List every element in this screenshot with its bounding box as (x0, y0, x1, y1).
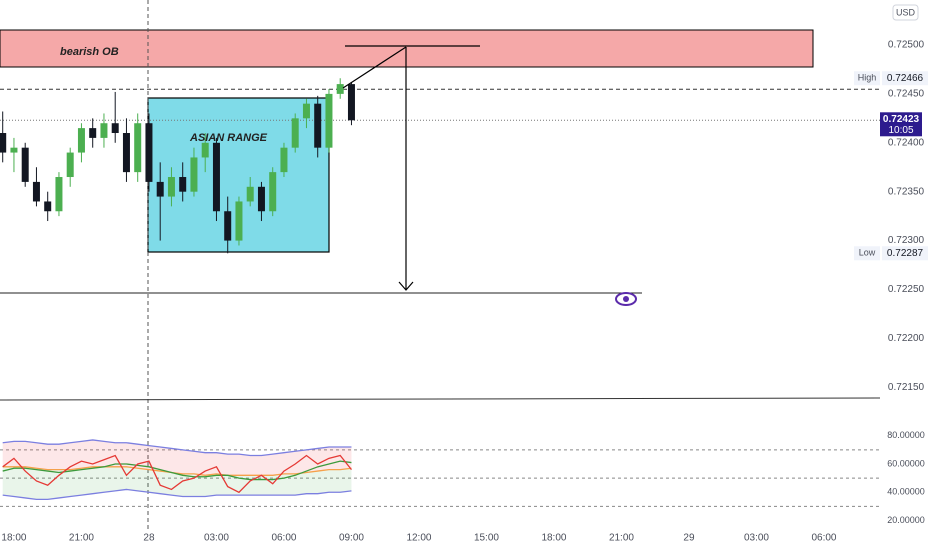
eye-icon[interactable] (615, 292, 637, 306)
candle-body (314, 103, 322, 148)
candle-body (212, 142, 220, 212)
currency: USD (896, 7, 916, 17)
y-tick-label: 0.72250 (888, 284, 925, 295)
candle-body (190, 157, 198, 192)
candle-body (55, 177, 63, 212)
eye-pupil[interactable] (623, 296, 629, 302)
price-tag-bg (882, 246, 928, 261)
osc-line (2, 460, 352, 481)
candle-body (336, 84, 344, 94)
x-tick-label: 12:00 (406, 533, 431, 544)
candle-body (77, 128, 85, 153)
candle-body (224, 211, 232, 241)
candle-body (246, 186, 254, 202)
price-tag-value: 0.72466 (887, 73, 924, 84)
candle-body (0, 133, 7, 153)
candle-body (280, 147, 288, 173)
candle-body (269, 172, 277, 212)
candle-body (21, 147, 29, 182)
y-tick-label: 0.72350 (888, 186, 925, 197)
y-tick-label: 0.72300 (888, 235, 925, 246)
candle-body (302, 103, 310, 119)
candle-body (257, 186, 265, 212)
currency-badge[interactable] (892, 4, 919, 21)
x-tick-label: 21:00 (609, 533, 634, 544)
oscillator (0, 439, 880, 507)
x-tick-label: 28 (143, 533, 155, 544)
candle-body (156, 181, 164, 197)
osc-line (2, 439, 352, 457)
osc-tick-label: 60.00000 (887, 458, 925, 468)
osc-line (2, 488, 352, 501)
box-label: ASIAN RANGE (189, 132, 268, 144)
candle-body (122, 133, 130, 173)
horizontal-line (0, 397, 881, 401)
y-tick-label: 0.72150 (888, 382, 925, 393)
osc-tick-label: 80.00000 (887, 430, 925, 440)
band-fill-lower (2, 466, 352, 500)
x-tick-label: 06:00 (271, 533, 296, 544)
last-price: 0.72423 (883, 114, 920, 125)
labels: 0.72500 0.72450 0.72400 0.72350 0.72300 0.722… (1, 40, 928, 544)
x-tick-label: 03:00 (204, 533, 229, 544)
osc-line (2, 454, 352, 494)
x-tick-label: 15:00 (474, 533, 499, 544)
candle-body (10, 147, 18, 153)
price-tag-value: 0.72287 (887, 248, 924, 259)
y-tick-label: 0.72200 (888, 333, 925, 344)
candle-body (235, 201, 243, 241)
osc-tick-label: 40.00000 (887, 487, 925, 497)
price-tag-name-bg (854, 71, 880, 86)
y-tick-label: 0.72400 (888, 137, 925, 148)
candle-body (66, 152, 74, 178)
candle-body (291, 118, 299, 148)
candles (0, 78, 355, 254)
candle-body (179, 177, 187, 192)
candle-body (89, 128, 97, 138)
candle-body (100, 123, 108, 138)
grid (0, 88, 880, 121)
arrow-head (398, 281, 414, 291)
x-tick-label: 29 (683, 533, 695, 544)
price-tag-name: High (858, 73, 877, 83)
band-fill-upper (2, 439, 352, 476)
osc-line (2, 466, 352, 476)
y-tick-label: 0.72500 (888, 40, 925, 51)
x-tick-label: 18:00 (541, 533, 566, 544)
candle-body (167, 177, 175, 197)
drawing-line (342, 46, 407, 89)
x-tick-label: 09:00 (339, 533, 364, 544)
eye-outline[interactable] (615, 292, 637, 306)
candle-body (201, 142, 209, 158)
x-tick-label: 21:00 (69, 533, 94, 544)
price-tag-name-bg (854, 246, 880, 261)
x-tick-label: 18:00 (1, 533, 26, 544)
candle-body (44, 201, 52, 212)
candle-body (32, 181, 40, 202)
osc-tick-label: 20.00000 (887, 515, 925, 525)
x-tick-label: 03:00 (744, 533, 769, 544)
price-tag-bg (882, 71, 928, 86)
x-tick-label: 06:00 (811, 533, 836, 544)
candle-body (145, 123, 153, 182)
candle-body (134, 123, 142, 173)
candle-body (347, 84, 355, 121)
countdown: 10:05 (888, 125, 913, 136)
candle-body (111, 123, 119, 134)
price-tag-name: Low (859, 248, 876, 258)
y-tick-label: 0.72450 (888, 89, 925, 100)
zone-label: bearish OB (60, 46, 119, 58)
candle-body (325, 93, 333, 148)
last-price-badge (880, 112, 922, 137)
